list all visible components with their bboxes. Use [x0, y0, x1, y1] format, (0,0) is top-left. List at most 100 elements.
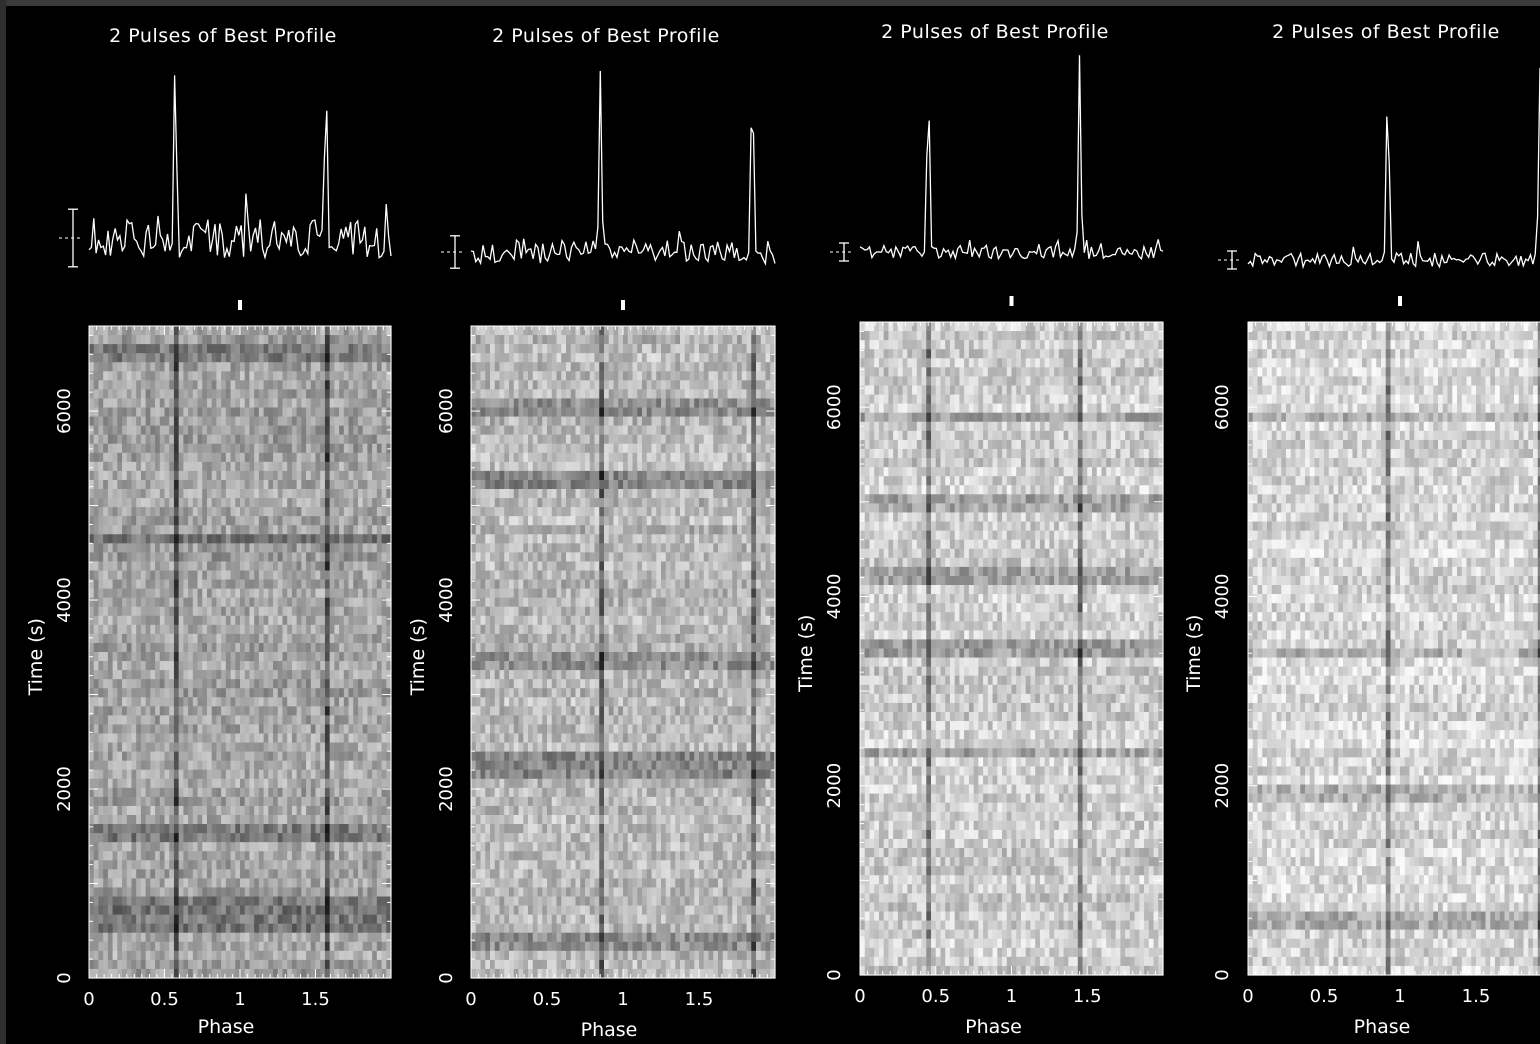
heatmap-cell	[585, 326, 591, 336]
heatmap-cell	[263, 443, 269, 454]
heatmap-cell	[225, 833, 232, 843]
heatmap-cell	[240, 362, 246, 372]
heatmap-cell	[240, 353, 246, 363]
heatmap-cell	[296, 452, 302, 463]
heatmap-cell	[136, 633, 142, 644]
heatmap-cell	[216, 950, 222, 961]
heatmap-cell	[343, 561, 350, 572]
heatmap-cell	[202, 833, 208, 843]
heatmap-cell	[320, 452, 326, 463]
heatmap-cell	[343, 941, 350, 952]
heatmap-cell	[315, 489, 321, 499]
heatmap-cell	[320, 787, 326, 798]
heatmap-cell	[230, 905, 236, 916]
heatmap-cell	[211, 679, 218, 689]
heatmap-cell	[254, 715, 260, 726]
heatmap-cell	[235, 326, 241, 336]
heatmap-cell	[197, 615, 203, 626]
heatmap-cell	[249, 498, 255, 508]
heatmap-cell	[192, 796, 199, 807]
heatmap-cell	[122, 742, 128, 753]
heatmap-cell	[334, 941, 340, 952]
heatmap-cell	[254, 588, 260, 599]
heatmap-cell	[756, 344, 762, 354]
heatmap-cell	[258, 416, 265, 427]
heatmap-cell	[310, 579, 317, 590]
heatmap-cell	[112, 516, 118, 526]
heatmap-cell	[296, 878, 302, 889]
heatmap-cell	[770, 326, 776, 336]
heatmap-cell	[334, 842, 340, 852]
heatmap-cell	[306, 525, 312, 535]
heatmap-cell	[367, 380, 373, 390]
heatmap-cell	[329, 489, 335, 499]
heatmap-cell	[301, 543, 307, 553]
heatmap-cell	[362, 923, 369, 934]
heatmap-cell	[202, 516, 208, 526]
heatmap-cell	[386, 552, 392, 563]
heatmap-cell	[159, 860, 166, 870]
heatmap-cell	[206, 507, 213, 517]
heatmap-cell	[150, 860, 156, 870]
heatmap-cell	[381, 697, 387, 707]
heatmap-cell	[169, 688, 175, 698]
heatmap-cell	[258, 543, 265, 553]
heatmap-cell	[202, 842, 208, 852]
heatmap-cell	[324, 597, 331, 608]
heatmap-cell	[136, 896, 142, 907]
heatmap-cell	[277, 787, 284, 798]
heatmap-cell	[150, 932, 156, 943]
heatmap-cell	[310, 796, 317, 807]
heatmap-cell	[216, 353, 222, 363]
heatmap-cell	[216, 742, 222, 753]
heatmap-cell	[357, 335, 364, 345]
heatmap-cell	[296, 688, 302, 698]
heatmap-cell	[225, 751, 232, 762]
heatmap-cell	[169, 353, 175, 363]
heatmap-cell	[235, 642, 241, 653]
heatmap-cell	[306, 552, 312, 563]
heatmap-cell	[376, 525, 383, 535]
heatmap-cell	[230, 606, 236, 617]
heatmap-cell	[386, 362, 392, 372]
heatmap-cell	[254, 380, 260, 390]
heatmap-cell	[386, 706, 392, 716]
heatmap-cell	[296, 932, 302, 943]
heatmap-cell	[103, 860, 109, 870]
heatmap-cell	[164, 434, 170, 445]
heatmap-cell	[126, 543, 133, 553]
heatmap-cell	[381, 498, 387, 508]
heatmap-cell	[164, 606, 170, 617]
heatmap-cell	[122, 751, 128, 762]
heatmap-cell	[122, 516, 128, 526]
heatmap-cell	[339, 724, 345, 735]
heatmap-cell	[334, 561, 340, 572]
heatmap-cell	[103, 805, 109, 816]
heatmap-cell	[381, 941, 387, 952]
heatmap-cell	[192, 805, 199, 816]
heatmap-cell	[221, 842, 227, 852]
heatmap-cell	[254, 470, 260, 481]
heatmap-cell	[362, 706, 369, 716]
heatmap-cell	[306, 697, 312, 707]
heatmap-cell	[103, 416, 109, 427]
heatmap-cell	[112, 489, 118, 499]
heatmap-cell	[107, 561, 114, 572]
heatmap-cell	[277, 624, 284, 635]
heatmap-cell	[632, 344, 638, 354]
heatmap-cell	[122, 543, 128, 553]
heatmap-cell	[310, 380, 317, 390]
heatmap-cell	[202, 489, 208, 499]
heatmap-cell	[324, 543, 331, 553]
heatmap-cell	[117, 579, 123, 590]
heatmap-cell	[291, 932, 298, 943]
heatmap-cell	[258, 833, 265, 843]
heatmap-cell	[357, 633, 364, 644]
heatmap-cell	[183, 968, 189, 979]
heatmap-cell	[324, 724, 331, 735]
heatmap-cell	[188, 498, 194, 508]
heatmap-cell	[258, 570, 265, 581]
heatmap-cell	[263, 615, 269, 626]
heatmap-cell	[197, 869, 203, 879]
heatmap-cell	[202, 552, 208, 563]
